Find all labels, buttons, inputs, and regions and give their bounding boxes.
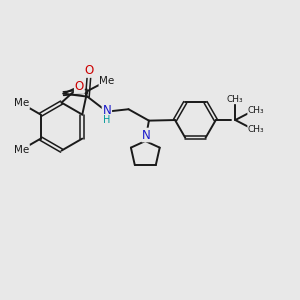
Text: CH₃: CH₃ — [248, 106, 265, 115]
Text: N: N — [142, 128, 151, 142]
Text: Me: Me — [14, 98, 29, 109]
Text: Me: Me — [99, 76, 115, 86]
Text: Me: Me — [14, 145, 29, 155]
Text: O: O — [84, 64, 94, 77]
Text: O: O — [75, 80, 84, 93]
Text: H: H — [103, 115, 111, 125]
Text: CH₃: CH₃ — [248, 125, 265, 134]
Text: CH₃: CH₃ — [227, 94, 244, 103]
Text: N: N — [103, 104, 111, 117]
